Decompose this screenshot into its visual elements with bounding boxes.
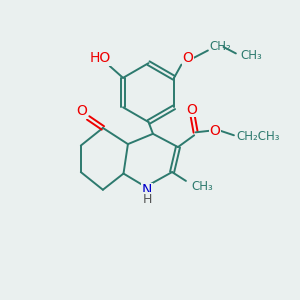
Text: CH₂: CH₂ [209, 40, 231, 53]
Text: O: O [76, 104, 87, 118]
Text: CH₃: CH₃ [240, 49, 262, 62]
Text: H: H [142, 193, 152, 206]
Text: HO: HO [90, 51, 111, 65]
Text: N: N [142, 183, 152, 197]
Text: CH₃: CH₃ [192, 180, 214, 193]
Text: CH₂CH₃: CH₂CH₃ [237, 130, 280, 143]
Text: O: O [183, 51, 194, 65]
Text: O: O [209, 124, 220, 138]
Text: O: O [186, 103, 197, 117]
